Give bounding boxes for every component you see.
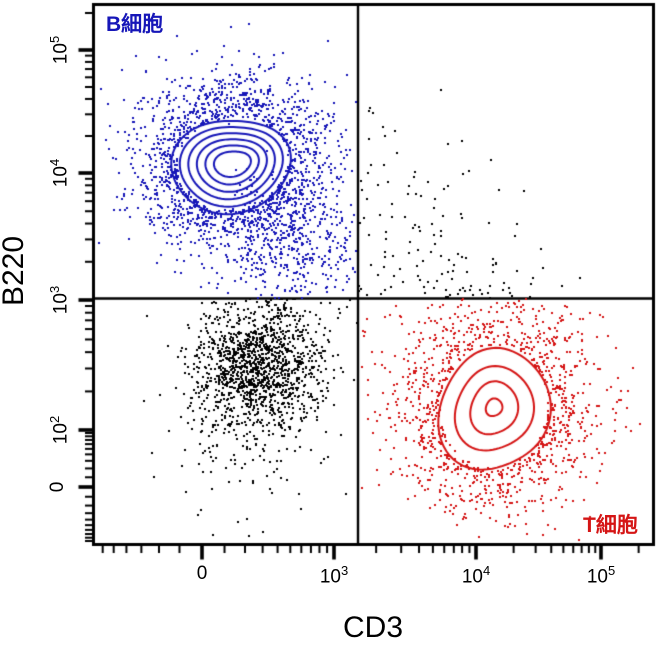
gate-label-b-cells: B細胞 [106,13,164,36]
gate-label-t-cells: T細胞 [583,514,638,537]
y-tick-label-104: 104 [47,158,72,188]
x-tick-label-103: 103 [319,563,349,588]
y-tick-label-102: 102 [47,415,72,445]
x-tick-label-105: 105 [586,563,616,588]
y-axis-title: B220 [0,235,30,307]
x-tick-label-104: 104 [461,563,491,588]
y-tick-label-103: 103 [47,285,72,315]
x-tick-label-0: 0 [196,563,208,584]
x-axis-title: CD3 [342,611,403,644]
y-tick-label-105: 105 [47,35,72,65]
y-tick-label-0: 0 [47,481,68,493]
